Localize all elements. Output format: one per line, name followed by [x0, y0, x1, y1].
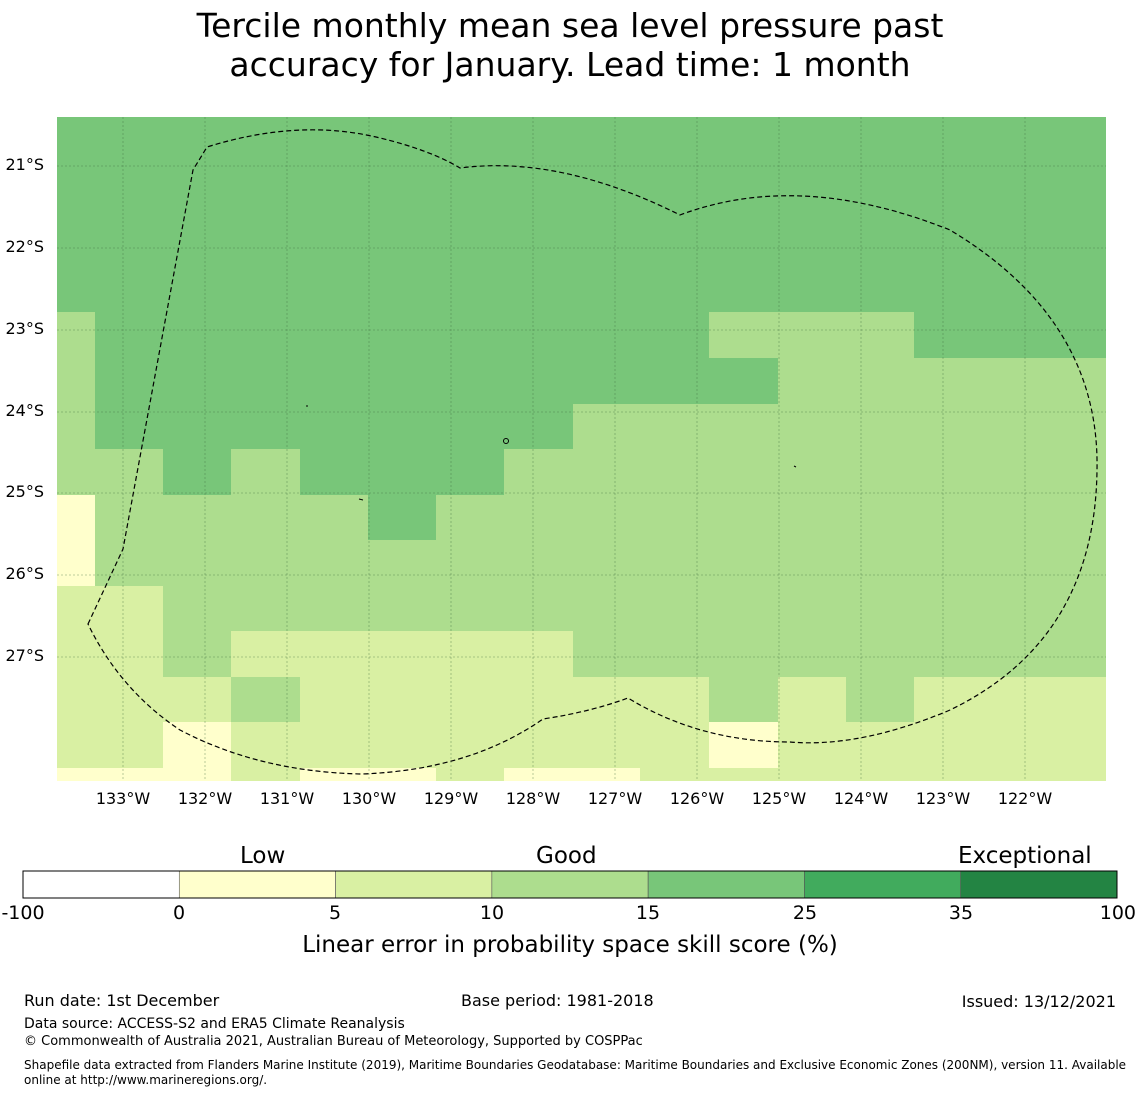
- skill-cells: [57, 117, 1106, 781]
- lat-label: 26°S: [5, 564, 44, 583]
- colorbar-tick: -100: [1, 902, 45, 924]
- colorbar-tick: 100: [1099, 902, 1136, 924]
- eez-boundary: [87, 129, 1098, 775]
- colorbar-tick: 15: [635, 902, 661, 924]
- cells-good-n: [368, 540, 436, 586]
- cells-very-low-ag: [300, 768, 436, 781]
- colorbar-tick: 0: [172, 902, 186, 924]
- colorbar-segment: [804, 870, 962, 899]
- cells-low-u: [163, 677, 231, 722]
- cells-low-w: [573, 677, 709, 781]
- cells-low-y: [778, 677, 846, 781]
- cells-good-l: [95, 495, 368, 586]
- colorbar: [22, 870, 1118, 899]
- cells-good-c: [778, 358, 1106, 404]
- cells-very-low-k: [57, 495, 95, 586]
- shapefile-credit: Shapefile data extracted from Flanders M…: [24, 1058, 1127, 1087]
- colorbar-segment: [647, 870, 805, 899]
- lon-label: 125°W: [751, 789, 807, 808]
- colorbar-segment: [335, 870, 493, 899]
- lon-label: 124°W: [833, 789, 889, 808]
- cells-low-p: [57, 586, 163, 781]
- cells-good-v: [231, 677, 300, 722]
- cells-very-good-g: [163, 449, 231, 495]
- lat-label: 21°S: [5, 155, 44, 174]
- colorbar-segment: [178, 870, 336, 899]
- cells-very-good-d: [95, 404, 573, 449]
- lon-label: 131°W: [259, 789, 315, 808]
- data-source: Data source: ACCESS-S2 and ERA5 Climate …: [24, 1016, 405, 1032]
- cells-good-x: [709, 677, 778, 722]
- lat-label: 24°S: [5, 401, 44, 420]
- lon-label: 126°W: [669, 789, 725, 808]
- cells-very-good-i: [300, 449, 504, 495]
- lon-label: 122°W: [997, 789, 1053, 808]
- colorbar-tick: 5: [328, 902, 342, 924]
- cells-good-e: [573, 404, 1106, 495]
- cells-very-good-top: [57, 117, 1106, 312]
- colorbar-segment: [22, 870, 180, 899]
- cells-very-low-ab: [163, 722, 231, 781]
- cells-low-aa: [914, 677, 1106, 781]
- cells-good-f: [95, 449, 163, 495]
- colorbar-border: [22, 870, 1118, 899]
- cells-good-band: [709, 312, 914, 358]
- cells-good-z: [846, 677, 914, 722]
- cells-low-ae: [846, 722, 914, 781]
- lon-label: 129°W: [423, 789, 479, 808]
- cells-very-good-right: [914, 312, 1106, 358]
- lon-label: 132°W: [177, 789, 233, 808]
- island-marker: [503, 438, 509, 444]
- colorbar-title: Linear error in probability space skill …: [302, 932, 838, 958]
- colorbar-category-low: Low: [240, 843, 286, 869]
- cells-good-left: [57, 312, 95, 495]
- cells-good-o: [436, 495, 1106, 586]
- cells-good-t: [573, 631, 1106, 677]
- base-period: Base period: 1981-2018: [461, 991, 654, 1010]
- cells-very-low-af: [57, 768, 163, 781]
- colorbar-segment: [491, 870, 649, 899]
- cells-good-j: [504, 449, 573, 495]
- island-marker: [793, 465, 797, 468]
- title-line-2: accuracy for January. Lead time: 1 month: [229, 45, 911, 84]
- lat-label: 22°S: [5, 237, 44, 256]
- island-marker: [358, 498, 364, 501]
- lat-label: 27°S: [5, 646, 44, 665]
- lon-label: 127°W: [587, 789, 643, 808]
- map-title: Tercile monthly mean sea level pressure …: [0, 6, 1140, 84]
- colorbar-segment: [960, 870, 1118, 899]
- cells-very-low-ah: [504, 768, 640, 781]
- colorbar-tick: 25: [792, 902, 818, 924]
- cells-good-r: [163, 631, 231, 677]
- colorbar-tick: 35: [948, 902, 974, 924]
- gridlines: [57, 117, 1106, 781]
- lon-label: 130°W: [341, 789, 397, 808]
- run-date: Run date: 1st December: [24, 991, 220, 1010]
- lon-label: 128°W: [505, 789, 561, 808]
- lat-label: 23°S: [5, 319, 44, 338]
- copyright: © Commonwealth of Australia 2021, Austra…: [24, 1034, 643, 1049]
- issued-date: Issued: 13/12/2021: [961, 992, 1116, 1011]
- colorbar-category-exceptional: Exceptional: [958, 843, 1092, 869]
- cells-good-q: [163, 586, 1106, 631]
- cells-very-good-b: [709, 358, 778, 404]
- cells-very-good-m: [368, 495, 436, 540]
- colorbar-tick: 10: [479, 902, 505, 924]
- cells-good-h: [231, 449, 300, 495]
- cells-very-low-ad: [709, 722, 778, 768]
- colorbar-category-good: Good: [536, 843, 597, 869]
- islands: [306, 405, 797, 501]
- cells-very-good-mid: [95, 312, 709, 404]
- lon-label: 123°W: [915, 789, 971, 808]
- lon-label: 133°W: [95, 789, 151, 808]
- lat-label: 25°S: [5, 482, 44, 501]
- title-line-1: Tercile monthly mean sea level pressure …: [196, 6, 944, 45]
